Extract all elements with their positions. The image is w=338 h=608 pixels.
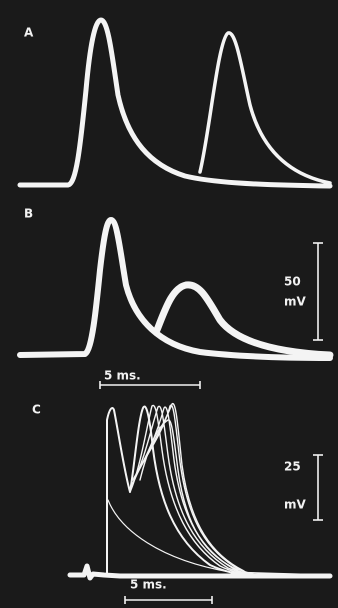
voltage-unit: mV <box>284 498 307 512</box>
voltage-label: 50 <box>284 275 301 289</box>
voltage-unit: mV <box>284 295 307 309</box>
panel-label: A <box>24 26 34 40</box>
page: A B 50 mV 5 ms. C 25 mV 5 ms. (() => { c… <box>0 0 338 608</box>
panel-label: B <box>24 207 33 221</box>
time-label: 5 ms. <box>130 578 167 592</box>
panel-label: C <box>32 403 41 417</box>
voltage-label: 25 <box>284 460 301 474</box>
time-label: 5 ms. <box>104 369 141 383</box>
figure: A B 50 mV 5 ms. C 25 mV 5 ms. <box>0 0 338 608</box>
